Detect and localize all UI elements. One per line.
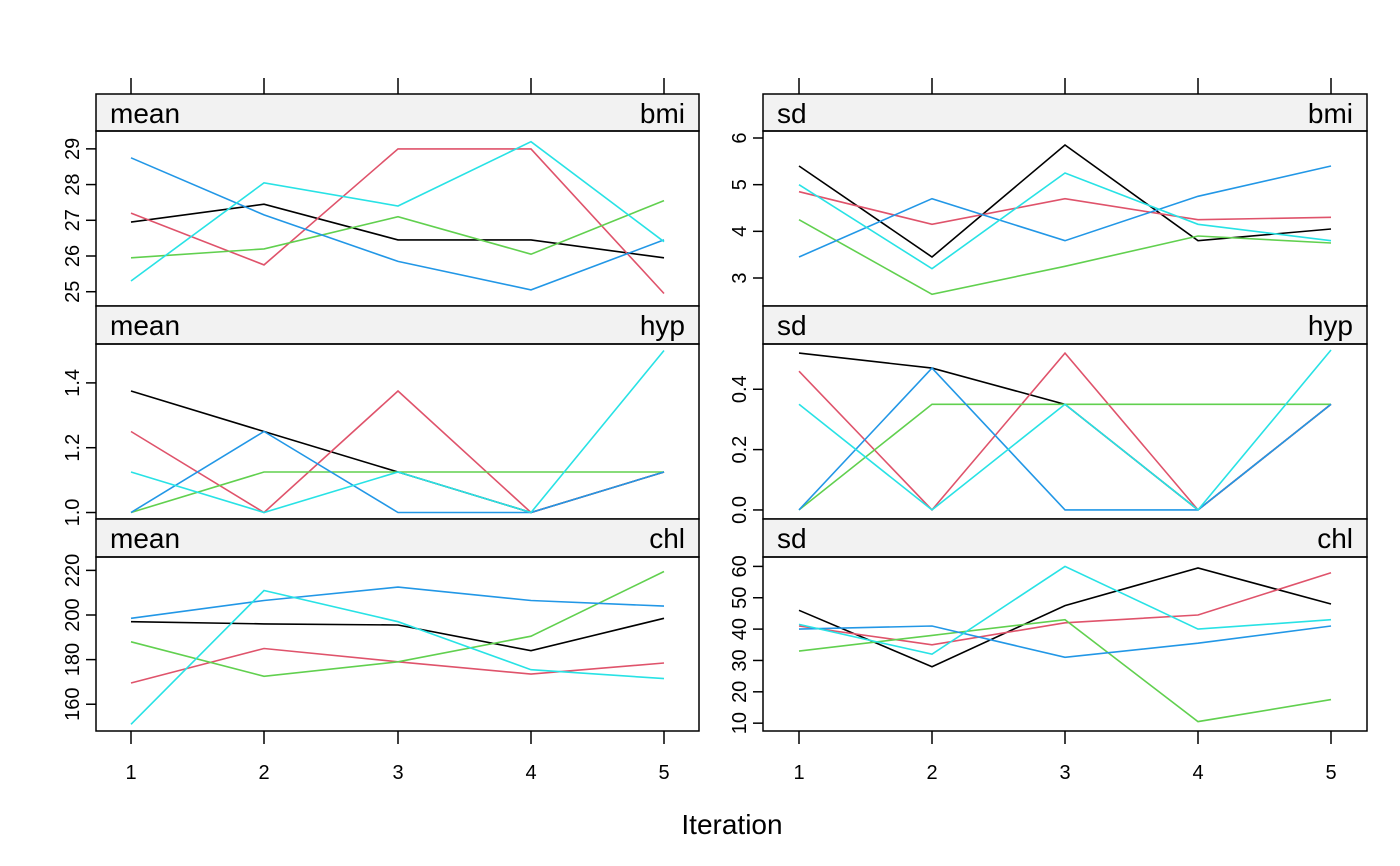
strip-sd-chl: [762, 518, 1368, 558]
plot-frame: [95, 556, 700, 732]
series-line-chain-2: [798, 351, 1332, 512]
y-tick-label: 28: [62, 173, 84, 195]
strip-variable-label: bmi: [640, 98, 685, 129]
x-tick-label: 1: [125, 762, 136, 784]
series-line-chain-3: [130, 471, 664, 514]
x-tick-label: 4: [1192, 762, 1203, 784]
series-line-chain-5: [798, 172, 1332, 270]
y-tick-label: 1.4: [62, 369, 84, 397]
x-tick-label: 1: [793, 762, 804, 784]
y-tick-label: 6: [729, 132, 751, 143]
series-line-chain-3: [130, 570, 665, 678]
series-line-chain-2: [798, 571, 1332, 646]
series-line-chain-2: [130, 389, 665, 514]
y-tick-label: 4: [729, 226, 751, 237]
panel-mean-hyp: mean hyp 1.0 1.2 1.4: [62, 305, 700, 527]
panel-mean-chl: mean chl 160 180 200 220: [62, 518, 700, 732]
strip-sd-bmi: [762, 93, 1368, 132]
series-line-chain-4: [798, 366, 1332, 511]
strip-stat-label: sd: [777, 523, 807, 554]
series-line-chain-4: [798, 625, 1332, 659]
series-line-chain-5: [130, 349, 665, 514]
y-tick-label: 200: [62, 598, 84, 631]
series-line-chain-2: [798, 190, 1332, 226]
x-tick-label: 5: [1325, 762, 1336, 784]
panel-sd-bmi: sd bmi 3 4 5 6: [729, 93, 1368, 307]
strip-stat-label: sd: [777, 98, 807, 129]
y-tick-label: 30: [729, 649, 751, 671]
strip-variable-label: chl: [1317, 523, 1353, 554]
x-tick-label: 4: [525, 762, 536, 784]
series-line-chain-4: [130, 157, 665, 291]
y-tick-label: 29: [62, 138, 84, 160]
strip-mean-hyp: [95, 305, 700, 345]
strip-variable-label: bmi: [1308, 98, 1353, 129]
series-line-chain-3: [798, 403, 1331, 511]
series-line-chain-3: [798, 618, 1332, 723]
x-tick-label: 2: [926, 762, 937, 784]
panel-mean-bmi: mean bmi 25 26 27 28 29: [62, 93, 700, 307]
strip-sd-hyp: [762, 305, 1368, 345]
series-line-chain-5: [130, 589, 665, 725]
strip-stat-label: sd: [777, 310, 807, 341]
y-tick-label: 5: [729, 179, 751, 190]
x-axis-title: Iteration: [681, 809, 782, 840]
y-tick-label: 25: [62, 281, 84, 303]
x-tick-label: 2: [258, 762, 269, 784]
series-line-chain-1: [130, 203, 665, 259]
plot-frame: [95, 130, 700, 307]
strip-stat-label: mean: [110, 523, 180, 554]
strip-variable-label: hyp: [640, 310, 685, 341]
series-line-chain-1: [130, 617, 665, 652]
y-tick-label: 27: [62, 209, 84, 231]
series-line-chain-4: [130, 430, 665, 514]
y-tick-label: 26: [62, 245, 84, 267]
series-line-chain-1: [130, 390, 665, 514]
strip-mean-chl: [95, 518, 700, 558]
series-line-chain-3: [130, 199, 665, 259]
strip-stat-label: mean: [110, 310, 180, 341]
series-line-chain-5: [798, 565, 1332, 656]
y-tick-label: 0.0: [729, 496, 751, 524]
series-line-chain-2: [130, 148, 665, 295]
panel-sd-chl: sd chl 10 20 30 40 50 60: [729, 518, 1368, 734]
strip-variable-label: hyp: [1308, 310, 1353, 341]
y-tick-label: 1.0: [62, 499, 84, 527]
series-line-chain-2: [130, 647, 665, 684]
y-tick-label: 0.4: [729, 375, 751, 403]
y-tick-label: 10: [729, 712, 751, 734]
y-tick-label: 50: [729, 587, 751, 609]
y-tick-label: 220: [62, 554, 84, 587]
series-line-chain-5: [130, 140, 665, 282]
series-line-chain-4: [130, 586, 665, 620]
plot-frame: [762, 343, 1368, 520]
strip-stat-label: mean: [110, 98, 180, 129]
y-tick-label: 160: [62, 688, 84, 721]
y-tick-label: 1.2: [62, 434, 84, 462]
y-tick-label: 180: [62, 643, 84, 676]
series-line-chain-5: [798, 349, 1332, 512]
x-tick-label: 3: [392, 762, 403, 784]
series-line-chain-1: [798, 352, 1332, 511]
plot-frame: [95, 343, 700, 520]
series-line-chain-1: [798, 567, 1332, 668]
y-tick-label: 0.2: [729, 436, 751, 464]
y-tick-label: 20: [729, 681, 751, 703]
y-tick-label: 3: [729, 272, 751, 283]
x-tick-label: 3: [1059, 762, 1070, 784]
y-tick-label: 40: [729, 618, 751, 640]
x-tick-label: 5: [658, 762, 669, 784]
y-tick-label: 60: [729, 555, 751, 577]
series-line-chain-4: [798, 165, 1332, 258]
series-line-chain-1: [798, 143, 1332, 259]
strip-variable-label: chl: [649, 523, 685, 554]
panel-sd-hyp: sd hyp 0.0 0.2 0.4: [729, 305, 1368, 524]
strip-mean-bmi: [95, 93, 700, 132]
series-line-chain-3: [798, 219, 1332, 296]
